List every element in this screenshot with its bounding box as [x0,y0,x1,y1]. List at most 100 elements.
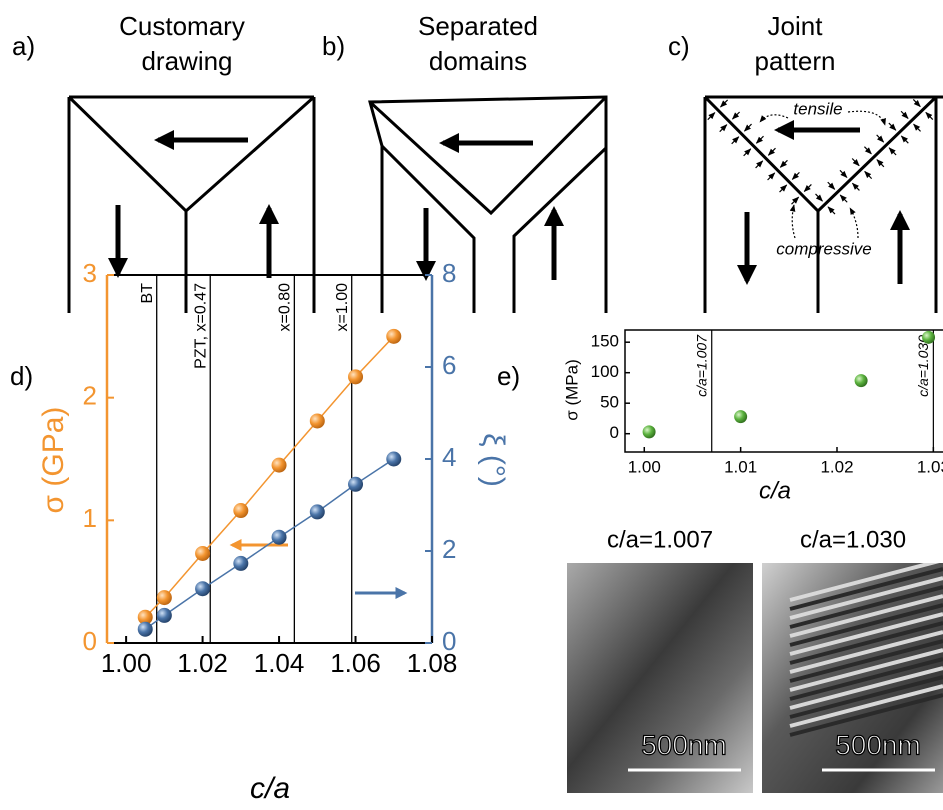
stress-arrow [912,99,921,108]
stress-arrow [888,147,897,156]
data-point [348,369,364,385]
y-tick-label: 1 [83,503,97,533]
stripe [789,666,943,710]
data-point [195,581,211,597]
diagram-b [368,95,608,313]
stripe [789,621,943,665]
x-tick-label: 1.00 [101,648,152,678]
x-tick-label: 1.02 [177,648,228,678]
y-tick-label: 3 [83,258,97,288]
stripe [789,563,940,602]
data-point [233,555,249,571]
stress-arrow [864,170,873,180]
stress-arrow [839,169,848,179]
x-tick-label: 1.02 [820,457,853,476]
y2-tick-label: 2 [442,534,456,564]
data-point [386,328,402,344]
stress-arrow [876,159,885,168]
stripe [789,594,943,638]
stress-arrow [925,111,934,120]
stress-arrow [743,123,752,132]
stripe [789,630,943,674]
data-point [271,529,287,545]
stress-arrow [755,160,764,169]
y2-tick-label: 4 [442,442,456,472]
stripe [789,585,943,629]
diagram-c: tensile compressive [703,95,943,313]
stress-arrow [719,124,728,133]
data-point [309,413,325,429]
stripe [789,567,943,611]
domain-stripes [789,563,943,737]
y2-tick-label: 6 [442,350,456,380]
image-title: c/a=1.030 [800,526,906,553]
data-point [642,425,656,439]
stripe [789,693,943,737]
data-point [309,504,325,520]
stripe [789,684,943,728]
stress-arrow [767,147,776,156]
plot-frame [624,329,943,453]
data-point [922,330,936,344]
stress-arrow [900,135,909,144]
data-point [156,590,172,606]
data-point [271,457,287,473]
stress-arrow [767,172,776,181]
x-tick-label: 1.03 [917,457,943,476]
x-tick-label: 1.01 [724,457,757,476]
stress-arrow [791,196,800,205]
stress-arrow [743,148,752,157]
stress-arrow [779,159,788,168]
scale-bar-label: 500nm [641,729,727,760]
panel-title: Joint [768,11,824,41]
stress-arrow [755,135,764,144]
y2-axis-label: ξ (°) [477,433,510,487]
chart-d: d) BT PZT, x=0.47 x=0.80 x=1.00 1.00 1.02 1.04 1… [10,258,510,805]
panel-labels: a) Customary drawing b) Separated domain… [12,11,835,76]
panel-title: domains [429,46,527,76]
y-tick-label: 50 [600,393,619,412]
data-point [195,545,211,561]
panel-label: c) [668,31,690,61]
stress-arrow [815,193,823,202]
stripe [789,657,943,701]
stress-arrow [731,111,741,120]
reference-label: c/a=1.007 [693,334,709,397]
stripe [789,675,943,719]
y-tick-label: 100 [591,362,619,381]
panel-title: drawing [141,46,232,76]
series-line [144,335,395,618]
x-axis-label: c/a [250,772,290,805]
data-point [233,503,249,519]
y-tick-label: 0 [83,626,97,656]
data-point [734,410,748,424]
stripe [789,576,943,620]
stripe [789,639,943,683]
stripe [789,648,943,692]
stress-arrow [779,184,788,193]
tem-image [567,563,753,793]
stress-arrow [827,206,836,215]
stress-arrow [851,182,860,191]
y2-tick-label: 8 [442,258,456,288]
stress-arrow [720,99,729,108]
reference-label: x=1.00 [334,283,351,332]
tem-images: c/a=1.007 c/a=1.030 500nm 500nm [567,526,943,793]
stress-arrow [707,112,716,121]
data-point [137,609,153,625]
reference-label: x=0.80 [277,283,294,332]
data-point [348,476,364,492]
panel-title: Separated [418,11,538,41]
x-tick-label: 1.00 [628,457,661,476]
panel-title: pattern [755,46,836,76]
diagram-a [67,95,316,313]
stripe [789,612,943,656]
panel-label: b) [322,31,345,61]
scale-bar-label: 500nm [835,729,921,760]
x-axis-label: c/a [759,477,791,504]
data-point [386,451,402,467]
panel-label: d) [10,361,33,391]
stripe [789,603,943,647]
